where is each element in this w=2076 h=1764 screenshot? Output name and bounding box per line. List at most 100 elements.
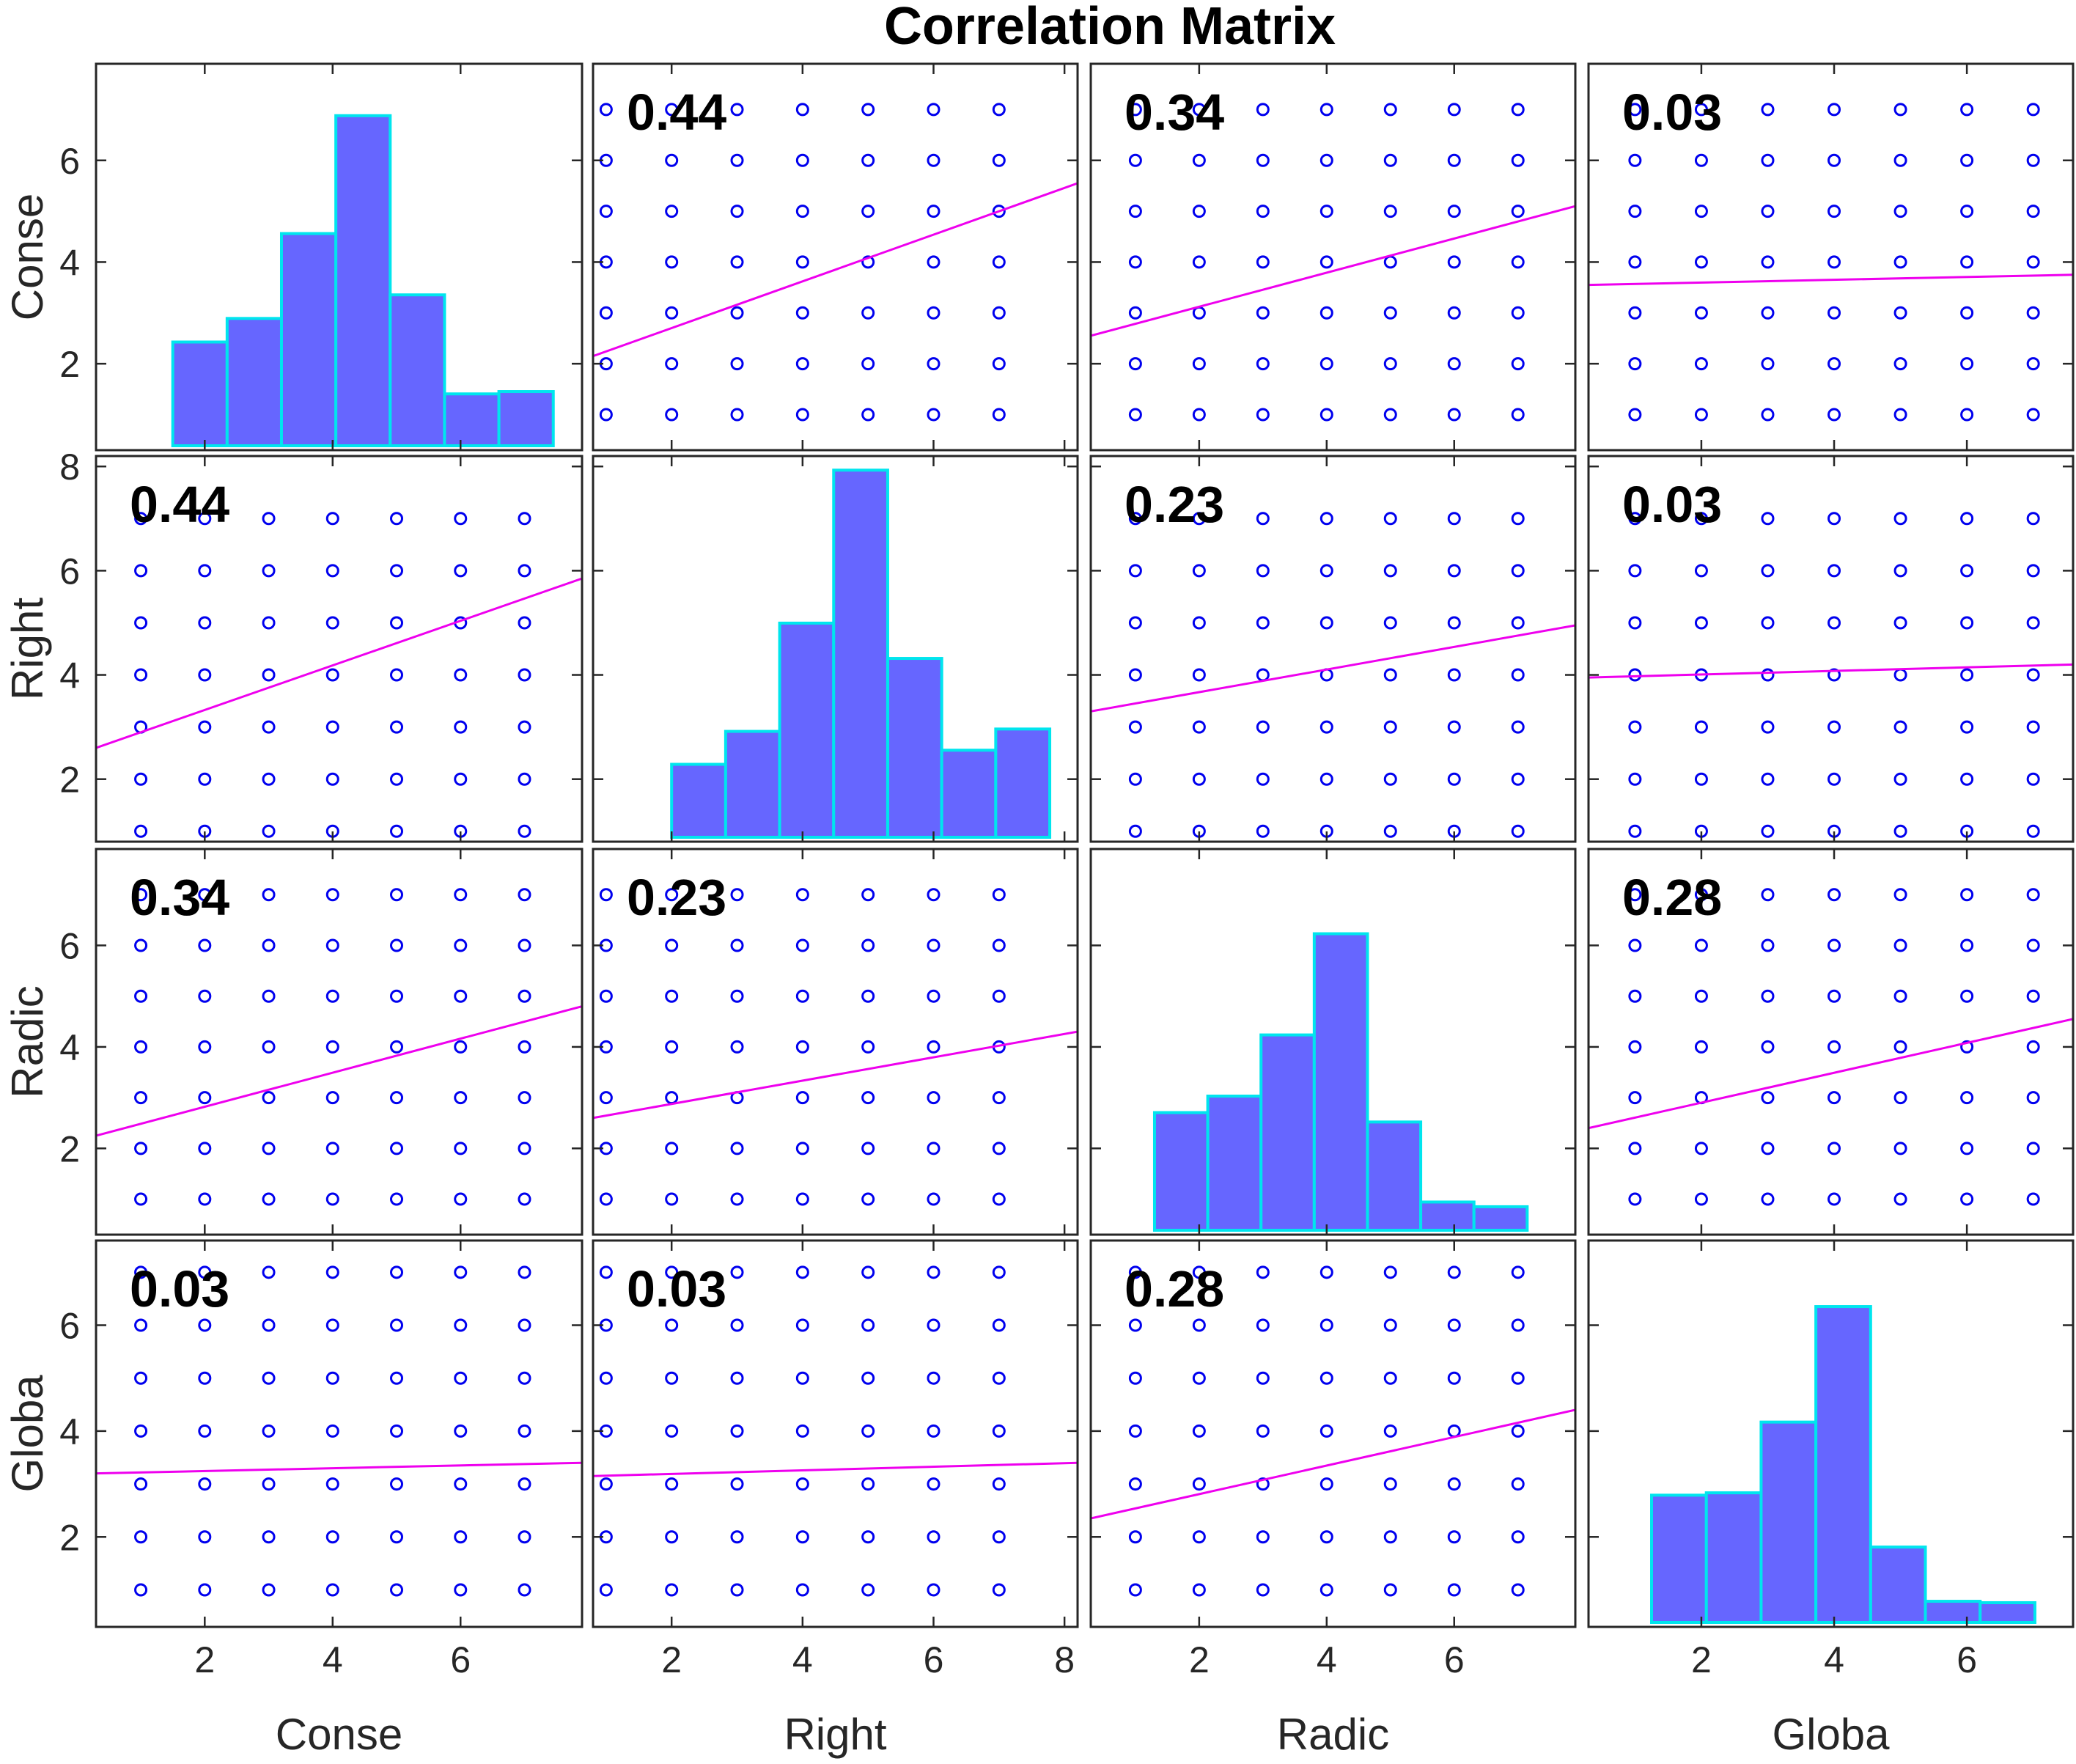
scatter-point <box>665 938 679 952</box>
histogram-bar <box>1206 1095 1263 1232</box>
scatter-point <box>599 1192 613 1206</box>
scatter-point <box>861 408 875 422</box>
histogram-bar <box>225 317 283 448</box>
scatter-point <box>1319 1583 1333 1597</box>
histogram-bar <box>334 114 392 447</box>
correlation-label: 0.23 <box>1124 476 1224 533</box>
scatter-point <box>665 255 679 269</box>
scatter-point <box>390 720 404 734</box>
panel-3-1: 0.03 2 4 6 8 Right <box>592 1239 1079 1759</box>
scatter-point <box>1192 720 1206 734</box>
scatter-point <box>730 103 744 117</box>
scatter-point <box>1319 306 1333 320</box>
fit-line <box>96 1005 582 1137</box>
scatter-point <box>134 1371 148 1385</box>
scatter-point <box>1447 1318 1461 1332</box>
scatter-point <box>518 668 531 682</box>
panel-frame <box>95 62 584 452</box>
histogram-bar <box>1650 1493 1708 1625</box>
scatter-point <box>1256 564 1270 578</box>
x-tick-label: 2 <box>194 1639 215 1680</box>
scatter-point <box>1827 1192 1841 1206</box>
x-tick-label: 6 <box>1957 1639 1977 1680</box>
panel-frame <box>1587 455 2075 843</box>
scatter-point <box>1761 357 1775 371</box>
scatter-point <box>1893 512 1907 526</box>
scatter-point <box>795 1192 809 1206</box>
scatter-point <box>325 1040 339 1054</box>
scatter-point <box>992 103 1006 117</box>
scatter-point <box>1128 824 1142 838</box>
scatter-point <box>927 1477 941 1491</box>
scatter-point <box>1447 255 1461 269</box>
scatter-point <box>665 1371 679 1385</box>
histogram-bar <box>1704 1491 1763 1625</box>
scatter-point <box>1827 720 1841 734</box>
column-variable-label: Right <box>784 1710 886 1759</box>
scatter-point <box>390 668 404 682</box>
panel-content <box>1091 103 1575 422</box>
scatter-point <box>1628 989 1642 1003</box>
scatter-point <box>1383 306 1397 320</box>
scatter-point <box>518 1583 531 1597</box>
scatter-point <box>134 1040 148 1054</box>
y-tick-label: 6 <box>59 1306 80 1347</box>
scatter-point <box>1960 720 1974 734</box>
scatter-point <box>795 357 809 371</box>
scatter-point <box>1827 408 1841 422</box>
histogram-bar <box>1259 1033 1316 1232</box>
scatter-point <box>1256 1530 1270 1544</box>
scatter-point <box>2026 1192 2040 1206</box>
scatter-point <box>1893 1192 1907 1206</box>
panel-content <box>1589 888 2073 1206</box>
scatter-point <box>1256 408 1270 422</box>
scatter-point <box>325 1318 339 1332</box>
scatter-point <box>1761 1091 1775 1105</box>
scatter-point <box>1383 772 1397 786</box>
scatter-point <box>1761 306 1775 320</box>
scatter-point <box>795 1318 809 1332</box>
correlation-label: 0.28 <box>1622 869 1722 926</box>
scatter-point <box>325 668 339 682</box>
scatter-point <box>2026 564 2040 578</box>
scatter-point <box>861 1477 875 1491</box>
scatter-point <box>134 1142 148 1155</box>
scatter-point <box>262 616 276 630</box>
scatter-point <box>1192 668 1206 682</box>
scatter-point <box>1256 1477 1270 1491</box>
scatter-point <box>390 1192 404 1206</box>
histogram-bar <box>171 340 229 448</box>
scatter-point <box>992 888 1006 902</box>
row-variable-label: Globa <box>3 1375 52 1493</box>
scatter-point <box>1383 1530 1397 1544</box>
scatter-point <box>861 357 875 371</box>
scatter-point <box>599 1265 613 1279</box>
scatter-point <box>1628 306 1642 320</box>
scatter-point <box>198 1583 212 1597</box>
scatter-point <box>1761 938 1775 952</box>
scatter-point <box>1893 153 1907 167</box>
scatter-point <box>1383 408 1397 422</box>
scatter-point <box>1827 616 1841 630</box>
scatter-point <box>1960 1192 1974 1206</box>
scatter-point <box>2026 772 2040 786</box>
scatter-point <box>1128 772 1142 786</box>
scatter-point <box>198 1371 212 1385</box>
scatter-point <box>1447 564 1461 578</box>
scatter-point <box>795 1424 809 1438</box>
scatter-point <box>730 1040 744 1054</box>
y-tick-label: 4 <box>59 655 80 697</box>
fit-line <box>593 182 1078 358</box>
scatter-point <box>1960 888 1974 902</box>
scatter-point <box>134 1424 148 1438</box>
scatter-point <box>454 720 468 734</box>
panel-content <box>593 1265 1078 1597</box>
scatter-point <box>198 1142 212 1155</box>
scatter-point <box>927 1530 941 1544</box>
scatter-point <box>992 1142 1006 1155</box>
scatter-point <box>518 1265 531 1279</box>
scatter-point <box>665 1265 679 1279</box>
row-variable-label: Radic <box>3 985 52 1098</box>
scatter-point <box>1192 564 1206 578</box>
scatter-point <box>1694 616 1708 630</box>
